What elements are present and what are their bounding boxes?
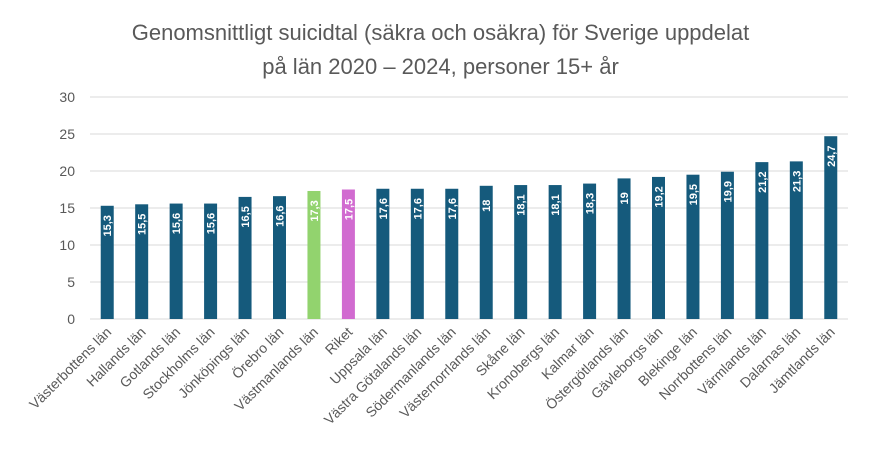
bar-value-label: 18,3: [585, 193, 597, 214]
chart-title-line-1: Genomsnittligt suicidtal (säkra och osäk…: [131, 20, 750, 45]
bar: [479, 185, 493, 319]
bar-value-label: 19: [619, 192, 631, 204]
bar: [789, 161, 803, 319]
chart-title-line-2: på län 2020 – 2024, personer 15+ år: [262, 54, 619, 79]
bar: [824, 136, 838, 319]
y-tick-label: 0: [67, 311, 75, 327]
bar: [686, 174, 700, 319]
bar: [100, 205, 114, 319]
y-tick-label: 15: [59, 200, 75, 216]
bar-value-label: 21,3: [791, 171, 803, 192]
bar-value-label: 21,2: [757, 171, 769, 192]
bar: [273, 196, 286, 319]
bar: [720, 171, 734, 319]
bar: [617, 178, 631, 319]
bar: [514, 185, 528, 319]
bar: [755, 162, 769, 319]
bar: [583, 183, 597, 319]
bar: [410, 188, 424, 319]
bar-value-label: 17,5: [343, 199, 355, 220]
bar: [135, 204, 149, 319]
bar-value-label: 19,9: [722, 181, 734, 202]
bar-value-label: 15,6: [171, 213, 183, 234]
y-tick-label: 20: [59, 163, 75, 179]
y-tick-label: 30: [59, 89, 75, 105]
bar-value-label: 17,3: [309, 200, 321, 221]
bar-value-label: 17,6: [378, 198, 390, 219]
bar-value-label: 17,6: [447, 198, 459, 219]
bar-value-label: 19,5: [688, 184, 700, 205]
bar: [445, 188, 459, 319]
bar: [376, 188, 390, 319]
bar: [204, 203, 218, 319]
bar: [307, 190, 321, 319]
bar-value-label: 15,3: [102, 215, 114, 236]
bar-value-label: 18,1: [550, 194, 562, 215]
bar-value-label: 15,5: [137, 214, 149, 235]
bar: [238, 196, 252, 319]
bar-value-label: 18: [481, 200, 493, 212]
bar: [548, 185, 562, 319]
bar-value-label: 19,2: [654, 186, 666, 207]
bar-value-label: 18,1: [516, 194, 528, 215]
bar: [169, 203, 183, 319]
bar: [341, 189, 355, 319]
bar-value-label: 24,7: [826, 146, 838, 167]
bar-value-label: 16,5: [240, 206, 252, 227]
y-tick-label: 25: [59, 126, 75, 142]
y-tick-label: 10: [59, 237, 75, 253]
bar-value-label: 17,6: [412, 198, 424, 219]
bar-value-label: 15,6: [206, 213, 218, 234]
bar-value-label: 16,6: [275, 205, 287, 226]
y-tick-label: 5: [67, 274, 75, 290]
bar: [652, 176, 665, 319]
